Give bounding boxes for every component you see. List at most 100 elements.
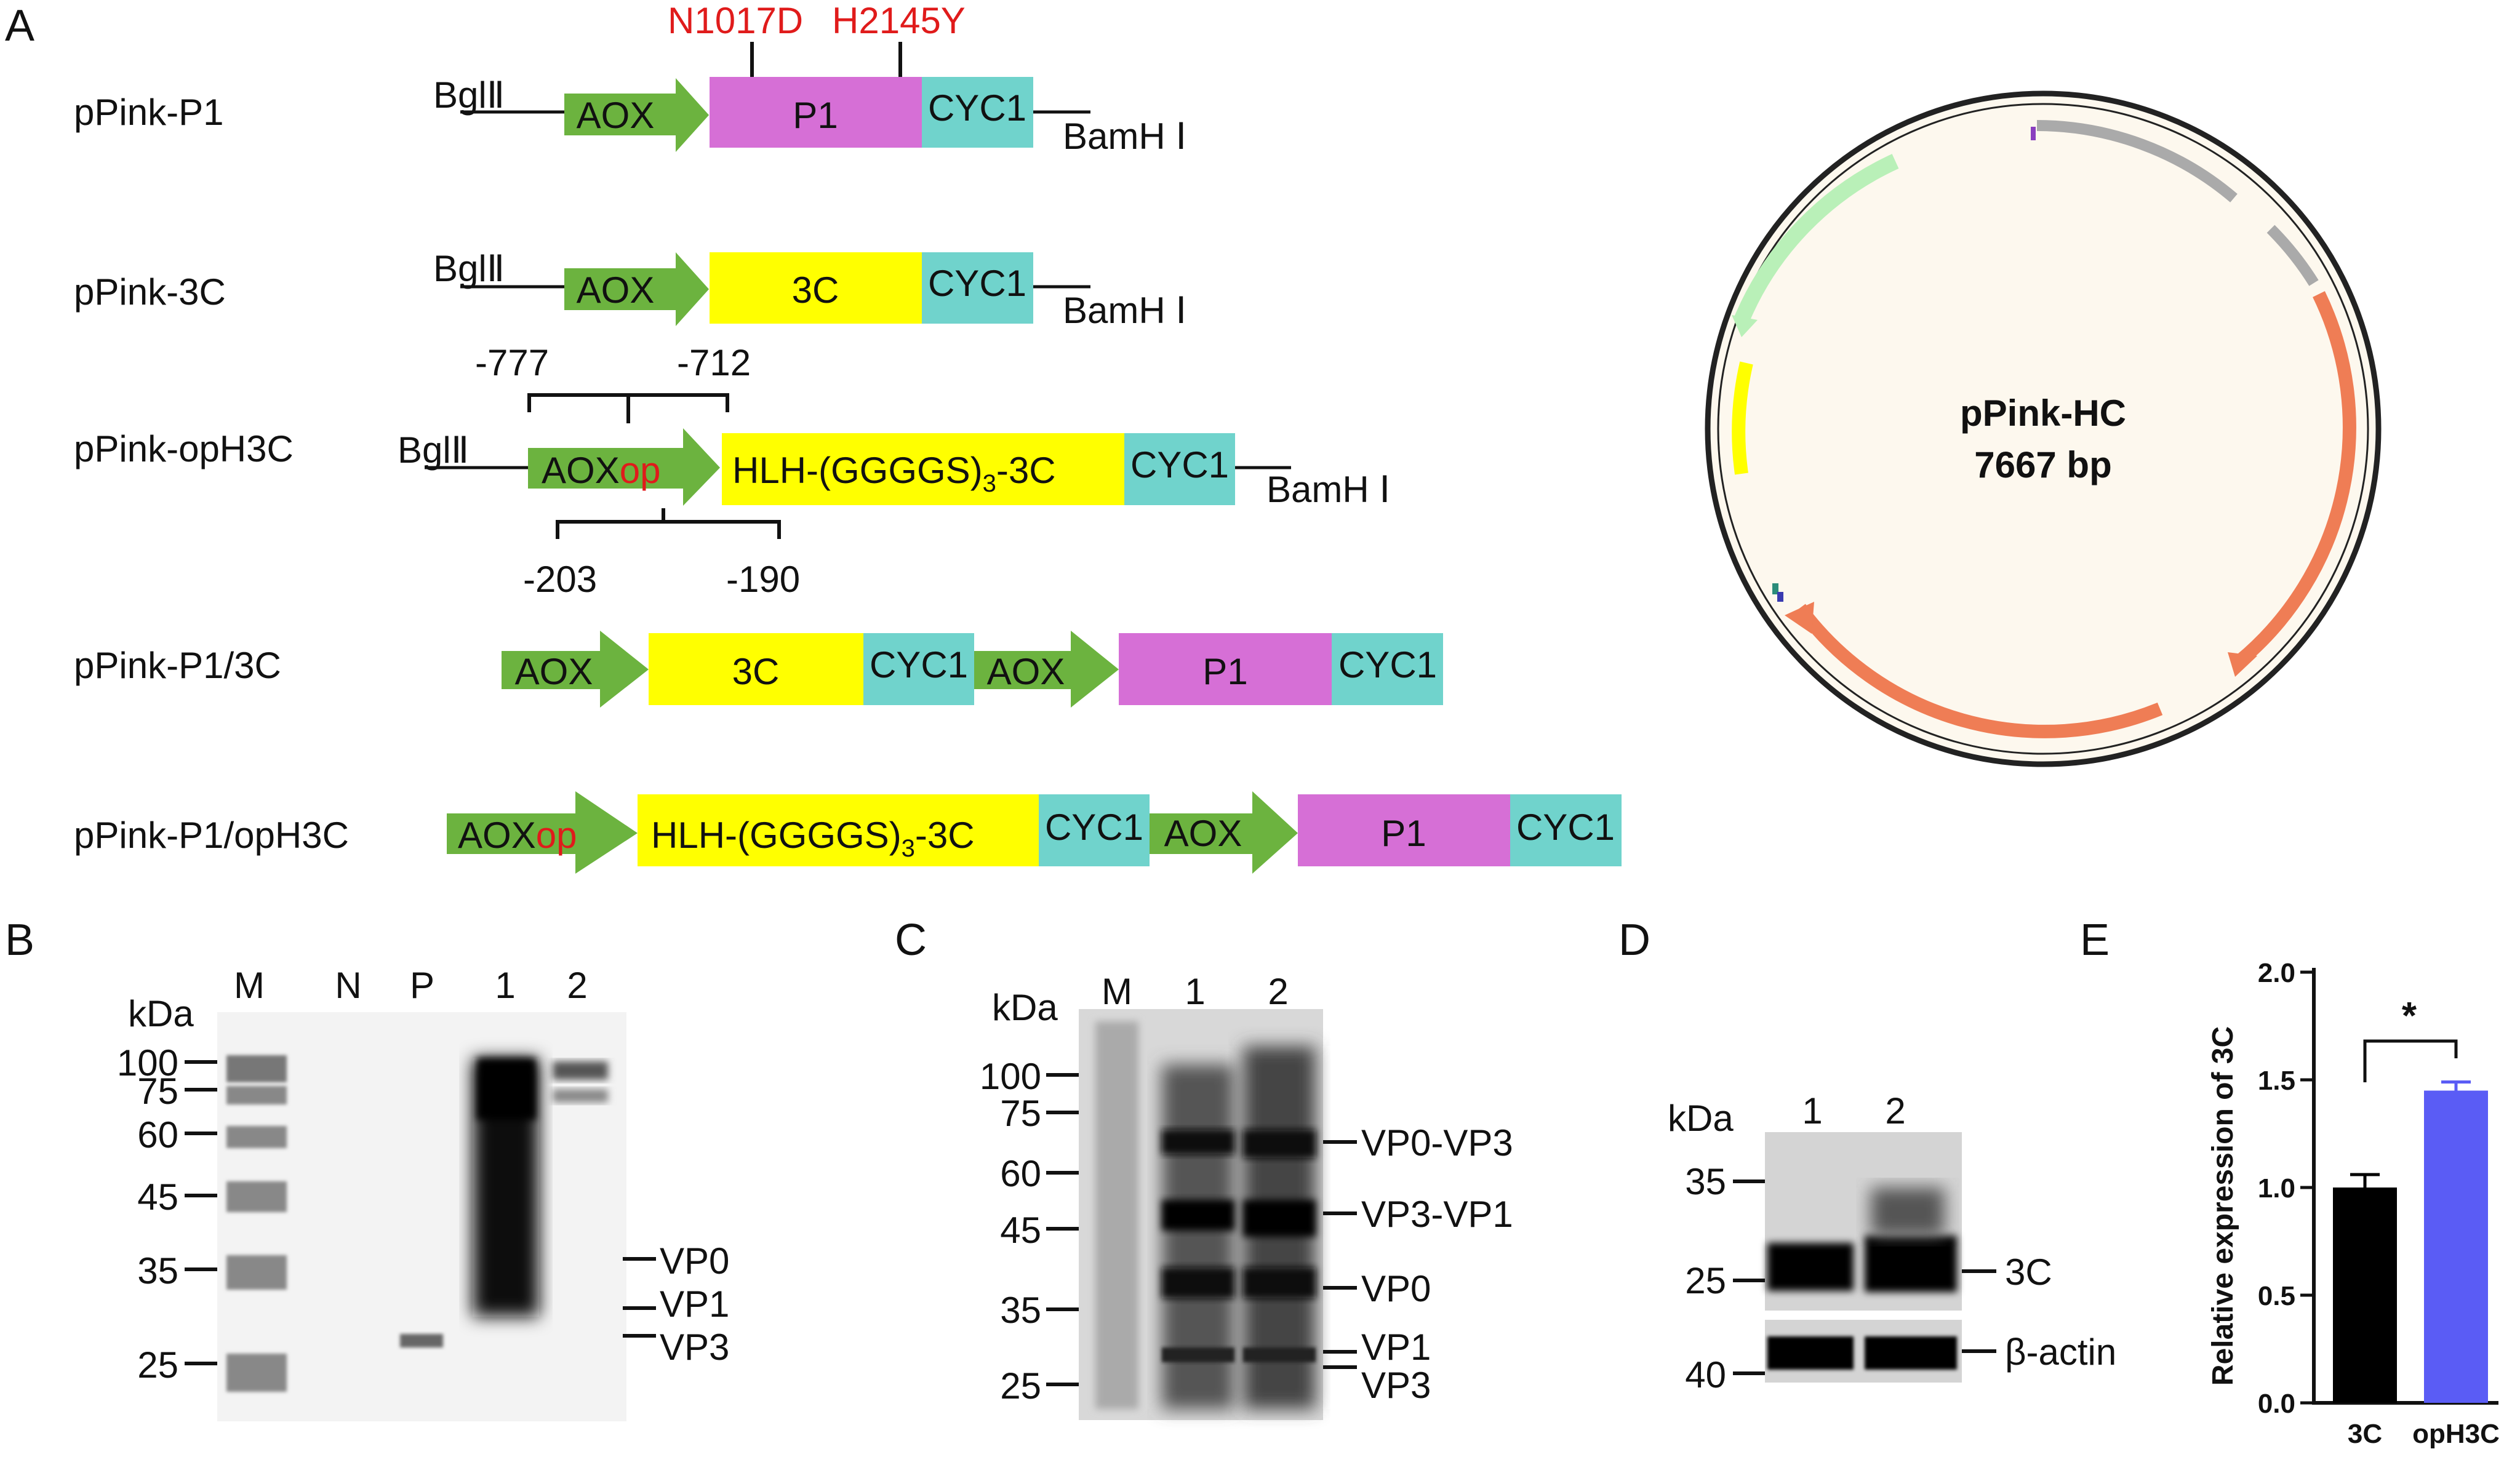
svg-text:35: 35: [1000, 1290, 1041, 1331]
svg-text:P: P: [410, 965, 434, 1006]
significance-bracket: *: [2363, 995, 2458, 1082]
bars: [2333, 1080, 2488, 1403]
marker-ticks-d: [1733, 1180, 1765, 1375]
terminator-box: [922, 252, 1033, 324]
promoter-label: AOX: [987, 651, 1065, 692]
position-label: -777: [475, 342, 549, 383]
x-tick-labels: 3C opH3C: [2348, 1419, 2500, 1449]
band-labels-d: 3C β-actin: [1962, 1251, 2116, 1373]
unit-label: kDa: [1668, 1098, 1734, 1139]
svg-text:VP1: VP1: [1361, 1327, 1431, 1368]
y-tick-label: 0.0: [2258, 1389, 2295, 1419]
construct-oph3c: -777 -712 pPink-opH3C BglⅡ AOXop HLH-(GG…: [74, 342, 1390, 600]
svg-text:25: 25: [1000, 1365, 1041, 1407]
terminator-label: CYC1: [870, 644, 968, 685]
svg-text:75: 75: [137, 1071, 178, 1112]
fusion-protease-box: [722, 433, 1124, 505]
construct-name: pPink-P1/3C: [74, 645, 281, 686]
construct-name: pPink-3C: [74, 271, 226, 313]
terminator-box: [1124, 433, 1235, 505]
svg-text:β-actin: β-actin: [2005, 1331, 2116, 1373]
terminator-box: [922, 77, 1033, 148]
svg-text:N: N: [335, 965, 361, 1006]
fusion-protease-box: [638, 794, 1039, 866]
terminator-label: CYC1: [1045, 807, 1143, 848]
construct-3c: pPink-3C BglⅡ AOX 3C CYC1 BamH Ⅰ: [74, 248, 1186, 331]
promoter-arrow: [447, 791, 638, 874]
bar-chart-e: Relative expression of 3C 0.0 0.5 1.0 1.5 2.…: [2207, 958, 2500, 1449]
svg-text:VP3: VP3: [1361, 1365, 1431, 1406]
svg-text:60: 60: [1000, 1153, 1041, 1194]
svg-text:1: 1: [1185, 971, 1205, 1012]
y-tick-label: 2.0: [2258, 958, 2295, 988]
marker-ticks-b: [185, 1060, 217, 1365]
p1-box: [1119, 633, 1332, 705]
construct-name: pPink-P1/opH3C: [74, 815, 349, 856]
promoter-arrow: [564, 252, 709, 326]
construct-p1-oph3c: pPink-P1/opH3C AOXop HLH-(GGGGS)3-3C CYC…: [74, 791, 1622, 874]
p1-box: [1298, 794, 1510, 866]
unit-label: kDa: [992, 987, 1058, 1028]
construct-p1: pPink-P1 BglⅡ AOX P1 CYC1 BamH Ⅰ: [74, 74, 1186, 157]
position-label: -190: [726, 559, 800, 600]
panel-label-a: A: [5, 1, 34, 50]
y-tick-label: 1.0: [2258, 1173, 2295, 1204]
panel-label-b: B: [5, 916, 34, 965]
svg-text:100: 100: [117, 1042, 178, 1084]
svg-text:60: 60: [137, 1114, 178, 1156]
svg-text:25: 25: [1685, 1260, 1726, 1301]
terminator-label: CYC1: [928, 263, 1026, 304]
svg-text:VP3-VP1: VP3-VP1: [1361, 1194, 1513, 1235]
promoter-label: AOX: [577, 269, 655, 311]
blot-c-bands: [1095, 1021, 1316, 1409]
construct-name: pPink-opH3C: [74, 428, 294, 469]
p1-label: P1: [793, 95, 838, 136]
terminator-box: [1510, 794, 1622, 866]
svg-text:2: 2: [1885, 1090, 1905, 1132]
orf-arrow: [2235, 291, 2356, 666]
y-ticks: 0.0 0.5 1.0 1.5 2.0: [2258, 958, 2314, 1419]
svg-text:35: 35: [1685, 1161, 1726, 1202]
unit-label: kDa: [128, 993, 194, 1034]
svg-text:M: M: [1102, 971, 1132, 1012]
svg-text:2: 2: [567, 965, 587, 1006]
top-bracket: [527, 393, 729, 423]
restriction-site-bgl: BglⅡ: [398, 429, 469, 471]
terminator-label: CYC1: [1338, 644, 1437, 685]
promoter-arrow: [502, 631, 649, 708]
restriction-site-bgl: BglⅡ: [433, 248, 505, 289]
blot-d-bands: [1767, 1188, 1957, 1370]
terminator-label: CYC1: [1130, 444, 1229, 485]
restriction-site-bamh: BamH Ⅰ: [1063, 290, 1186, 331]
position-label: -203: [523, 559, 597, 600]
svg-text:75: 75: [1000, 1093, 1041, 1134]
svg-text:45: 45: [137, 1176, 178, 1218]
x-tick-label: 3C: [2348, 1419, 2382, 1449]
p1-box: [710, 77, 922, 148]
promoter-arrow: [974, 631, 1119, 708]
plasmid-map: pPink-HC 7667 bp: [1705, 90, 2382, 767]
blot-b-bands: [226, 1055, 608, 1392]
lane-labels: M N P 1 2: [234, 965, 588, 1006]
panel-label-d: D: [1618, 916, 1650, 965]
svg-text:VP0-VP3: VP0-VP3: [1361, 1122, 1513, 1164]
plasmid-size: 7667 bp: [1974, 444, 2111, 485]
svg-text:2: 2: [1268, 971, 1288, 1012]
promoter-label: AOX: [577, 95, 655, 136]
svg-text:VP0: VP0: [660, 1240, 729, 1282]
bottom-bracket: [556, 508, 781, 539]
promoter-label: AOXop: [542, 450, 660, 491]
promoter-arrow: [564, 78, 709, 152]
mutation-label-2: H2145Y: [832, 0, 966, 41]
fusion-protease-label: HLH-(GGGGS)3-3C: [732, 450, 1056, 497]
marker-labels-c: 100 75 60 45 35 25: [980, 1056, 1041, 1407]
significance-mark: *: [2402, 995, 2417, 1037]
terminator-box: [1332, 633, 1443, 705]
restriction-site-bamh: BamH Ⅰ: [1266, 469, 1390, 510]
panel-label-e: E: [2080, 916, 2110, 965]
lane-labels: M 1 2: [1102, 971, 1289, 1012]
svg-text:100: 100: [980, 1056, 1041, 1097]
band-labels-b: VP0 VP1 VP3: [623, 1240, 729, 1368]
p1-label: P1: [1202, 651, 1247, 692]
